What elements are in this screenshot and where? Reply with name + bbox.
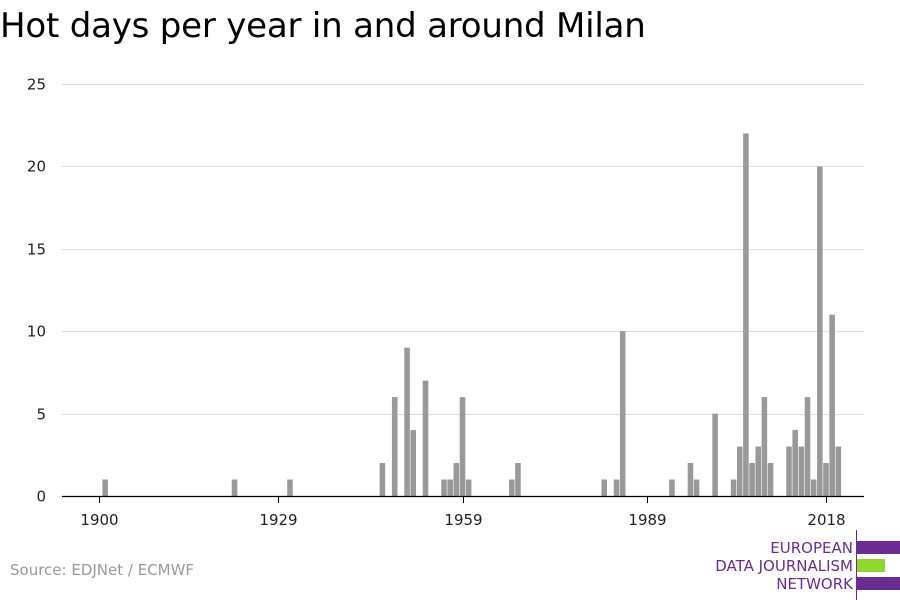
bar-1982 [601,479,607,496]
bar-1984 [613,479,620,496]
bar-2000 [712,413,718,496]
source-note: Source: EDJNet / ECMWF [10,561,195,579]
bar-1997 [693,479,700,496]
bar-1967 [509,479,515,496]
y-tick-label-25: 25 [27,76,46,94]
bar-1953 [422,380,429,496]
y-tick-label-5: 5 [36,406,46,424]
x-tick-label-1900: 1900 [80,511,118,529]
bar-1901 [102,479,108,496]
bar-1951 [410,430,416,496]
bar-1985 [619,331,626,496]
bar-2009 [767,463,774,496]
y-tick-label-0: 0 [36,488,46,506]
bar-1956 [441,479,447,496]
bar-1950 [404,347,410,496]
edjnet-logo: EUROPEAN DATA JOURNALISM NETWORK [690,530,900,600]
logo-text-network: NETWORK [776,575,853,593]
chart-title: Hot days per year in and around Milan [0,6,646,46]
x-tick-label-1989: 1989 [628,511,666,529]
logo-text-european: EUROPEAN [770,539,853,557]
bar-2014 [798,446,805,496]
axes [62,495,864,503]
y-tick-label-20: 20 [27,158,46,176]
bar-1946 [379,463,386,496]
bar-2006 [749,463,755,496]
gridlines [62,84,864,415]
logo-text-data-journalism: DATA JOURNALISM [715,557,853,575]
bar-1922 [231,479,238,496]
bar-1948 [391,397,398,496]
x-tick-label-2018: 2018 [807,511,845,529]
bars [102,133,842,496]
bar-2003 [730,479,737,496]
logo-divider [856,530,857,600]
y-tick-label-10: 10 [27,323,46,341]
bar-2017 [817,166,823,496]
bar-1968 [515,463,521,496]
bar-2020 [835,446,842,496]
bar-1993 [669,479,675,496]
logo-bar-green [857,559,885,572]
bar-1931 [287,479,293,496]
logo-bar-purple-bottom [857,577,900,590]
bar-2012 [786,446,792,496]
bar-2013 [792,430,798,496]
y-tick-labels: 0 5 10 15 20 25 [27,76,46,506]
logo-bar-purple-top [857,541,900,554]
bar-1957 [447,479,453,496]
y-tick-label-15: 15 [27,241,46,259]
bar-1996 [687,463,694,496]
x-tick-labels: 1900 1929 1959 1989 2018 [80,511,845,529]
bar-2008 [761,397,768,496]
bar-1960 [465,479,472,496]
bar-2019 [829,314,835,496]
bar-1959 [459,397,466,496]
x-tick-label-1959: 1959 [444,511,482,529]
bar-2018 [823,463,829,496]
x-tick-label-1929: 1929 [259,511,297,529]
bar-2004 [736,446,743,496]
bar-1958 [453,463,460,496]
bar-2005 [743,133,749,496]
bar-2016 [810,479,817,496]
bar-2015 [804,397,811,496]
bar-2007 [755,446,762,496]
